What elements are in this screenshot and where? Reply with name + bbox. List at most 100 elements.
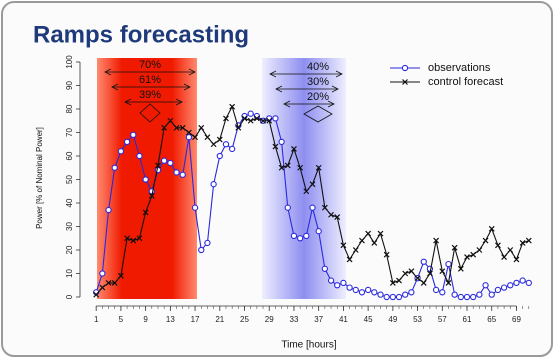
data-point — [445, 260, 452, 268]
data-point — [457, 293, 464, 301]
data-point — [383, 293, 390, 301]
data-point — [340, 279, 347, 287]
x-tick-label: 61 — [463, 315, 472, 324]
data-point — [365, 230, 372, 237]
range-marker — [139, 103, 161, 123]
annotation: 70% — [139, 59, 161, 71]
annotation: 30% — [307, 76, 329, 88]
data-point — [93, 291, 100, 298]
data-point — [229, 145, 236, 153]
annotation: 61% — [139, 74, 161, 86]
x-tick-label: 5 — [119, 315, 124, 324]
data-point — [272, 143, 279, 150]
y-tick-label: 90 — [65, 81, 74, 90]
x-tick-label: 13 — [166, 315, 175, 324]
data-point — [519, 240, 526, 246]
y-tick-label: 0 — [65, 294, 74, 299]
data-point — [229, 103, 236, 110]
data-point — [105, 279, 112, 286]
data-point — [309, 181, 316, 188]
data-point — [192, 134, 198, 141]
data-point — [395, 293, 403, 301]
data-point — [408, 268, 415, 275]
data-point — [216, 152, 223, 160]
data-point — [334, 282, 341, 289]
data-point — [402, 270, 409, 277]
y-tick-label: 50 — [65, 175, 74, 184]
data-point — [130, 237, 137, 244]
data-point — [507, 282, 514, 289]
data-point — [179, 171, 186, 178]
data-point — [173, 169, 180, 176]
data-point — [235, 124, 242, 131]
legend-label: control forecast — [428, 76, 503, 88]
y-tick-label: 100 — [65, 55, 74, 69]
data-point — [359, 237, 365, 244]
x-tick-label: 49 — [388, 315, 397, 324]
data-point — [266, 117, 273, 124]
data-point — [383, 251, 390, 258]
data-point — [482, 282, 489, 289]
data-point — [123, 138, 131, 146]
data-point — [111, 279, 118, 286]
data-point — [253, 115, 260, 122]
arrow-head — [124, 98, 183, 106]
data-point — [470, 251, 477, 258]
data-point — [155, 162, 161, 169]
y-axis-label: Power [% of Nominal Power] — [35, 127, 44, 229]
data-point — [290, 232, 298, 240]
data-point — [161, 124, 168, 131]
x-axis-label: Time [hours] — [281, 340, 336, 351]
data-point — [439, 289, 446, 296]
data-point — [427, 270, 433, 277]
y-tick-label: 20 — [65, 245, 74, 254]
legend-label: observations — [428, 62, 491, 74]
data-point — [117, 272, 124, 279]
data-point — [210, 141, 217, 148]
data-point — [291, 146, 297, 152]
data-point — [519, 277, 526, 284]
data-point — [99, 284, 106, 291]
data-point — [451, 291, 458, 298]
x-tick-label: 17 — [191, 315, 200, 324]
data-point — [241, 115, 248, 122]
annotation: 20% — [307, 91, 329, 103]
data-point — [303, 232, 310, 240]
x-tick-label: 33 — [290, 315, 299, 324]
data-point — [111, 164, 118, 171]
data-point — [315, 228, 322, 235]
data-point — [216, 136, 223, 143]
data-point — [476, 247, 483, 253]
data-point — [223, 115, 229, 122]
data-point — [198, 124, 205, 131]
data-point — [420, 258, 427, 265]
data-point — [117, 148, 125, 155]
data-point — [470, 293, 477, 301]
ramp-band — [262, 58, 346, 299]
data-point — [142, 209, 149, 216]
data-point — [148, 193, 155, 199]
data-point — [420, 279, 427, 286]
data-point — [389, 293, 396, 301]
data-point — [99, 270, 106, 277]
data-point — [501, 254, 508, 260]
x-tick-label: 37 — [314, 315, 323, 324]
arrow-head — [269, 70, 343, 78]
data-point — [105, 206, 112, 214]
data-point — [525, 279, 532, 287]
x-tick-label: 53 — [413, 315, 422, 324]
data-point — [346, 284, 353, 291]
data-point — [414, 275, 421, 282]
data-point — [476, 291, 483, 298]
arrow-head — [275, 85, 339, 93]
data-point — [204, 239, 211, 247]
data-point — [210, 181, 217, 188]
data-point — [185, 129, 192, 136]
data-point — [303, 188, 310, 195]
data-point — [278, 138, 285, 146]
data-point — [352, 247, 359, 253]
data-point — [463, 293, 471, 301]
data-point — [247, 110, 254, 117]
